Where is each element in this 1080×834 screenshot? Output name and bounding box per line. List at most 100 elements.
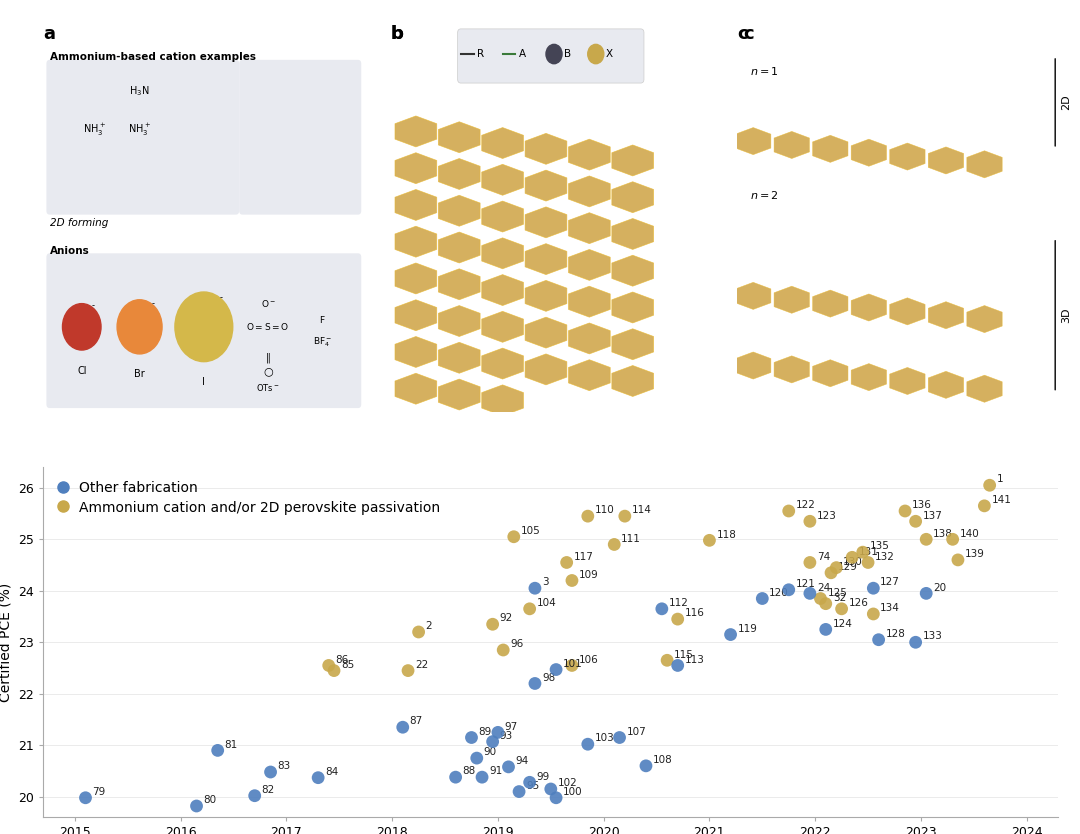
Text: 32: 32 (833, 593, 846, 603)
Text: Ammonium-based cation examples: Ammonium-based cation examples (50, 52, 256, 62)
Text: 94: 94 (515, 756, 529, 766)
Text: 131: 131 (859, 546, 879, 556)
Text: 95: 95 (526, 781, 539, 791)
Text: 81: 81 (225, 740, 238, 750)
Point (548, 791, 565, 805)
Polygon shape (812, 290, 848, 317)
Polygon shape (568, 213, 610, 244)
Text: $\mathregular{NH_3^+}$: $\mathregular{NH_3^+}$ (129, 122, 151, 138)
Text: 102: 102 (557, 778, 578, 788)
Polygon shape (438, 232, 481, 263)
Text: 90: 90 (484, 747, 497, 757)
Point (944, 533, 961, 546)
Text: 99: 99 (537, 771, 550, 781)
Legend: Other fabrication, Ammonium cation and/or 2D perovskite passivation: Other fabrication, Ammonium cation and/o… (50, 475, 447, 521)
Text: Anions: Anions (50, 245, 90, 255)
Text: 92: 92 (500, 614, 513, 624)
Polygon shape (525, 133, 567, 164)
Text: 116: 116 (685, 608, 704, 618)
Text: Cl: Cl (77, 365, 86, 375)
Point (521, 776, 538, 789)
Text: 137: 137 (922, 510, 943, 520)
Text: 108: 108 (653, 755, 673, 765)
Text: 96: 96 (510, 639, 524, 649)
Text: -: - (92, 302, 95, 310)
Text: 101: 101 (563, 659, 583, 669)
Point (918, 586, 935, 600)
Point (854, 545, 872, 559)
FancyBboxPatch shape (46, 60, 239, 214)
Polygon shape (525, 170, 567, 201)
Point (949, 553, 967, 566)
Point (637, 759, 654, 772)
Polygon shape (612, 329, 653, 359)
Polygon shape (395, 116, 436, 147)
Point (564, 659, 581, 672)
Point (801, 586, 819, 600)
Point (975, 500, 993, 513)
Polygon shape (525, 207, 567, 238)
Polygon shape (890, 143, 926, 170)
Polygon shape (612, 182, 653, 213)
FancyBboxPatch shape (239, 60, 361, 214)
Text: 132: 132 (875, 552, 895, 562)
Polygon shape (395, 374, 436, 404)
Text: 82: 82 (261, 785, 275, 795)
Text: 105: 105 (521, 526, 540, 536)
Point (896, 505, 914, 518)
Polygon shape (967, 305, 1002, 333)
Polygon shape (438, 158, 481, 189)
Polygon shape (612, 145, 653, 176)
Text: $\mathregular{O^-}$: $\mathregular{O^-}$ (260, 298, 275, 309)
Text: 123: 123 (816, 510, 837, 520)
Polygon shape (482, 128, 524, 158)
Text: 115: 115 (674, 650, 694, 660)
Polygon shape (568, 286, 610, 317)
Polygon shape (568, 176, 610, 207)
Polygon shape (851, 139, 887, 166)
Text: Br: Br (134, 369, 145, 379)
Point (495, 643, 512, 656)
Polygon shape (482, 348, 524, 379)
Polygon shape (568, 249, 610, 280)
Point (320, 659, 337, 672)
Polygon shape (482, 384, 524, 416)
Text: I: I (202, 377, 205, 387)
Text: 126: 126 (849, 598, 868, 608)
Text: 85: 85 (341, 660, 354, 670)
Polygon shape (525, 354, 567, 384)
FancyBboxPatch shape (46, 254, 361, 408)
Polygon shape (395, 299, 436, 331)
Text: 3: 3 (542, 577, 549, 587)
Point (818, 597, 835, 610)
Polygon shape (568, 139, 610, 170)
Text: 140: 140 (960, 529, 980, 539)
Point (262, 766, 280, 779)
Point (526, 581, 543, 595)
Polygon shape (967, 375, 1002, 402)
Polygon shape (438, 269, 481, 299)
Text: b: b (390, 25, 403, 43)
Text: 103: 103 (595, 733, 615, 743)
Point (670, 659, 687, 672)
Text: 83: 83 (278, 761, 291, 771)
Polygon shape (568, 323, 610, 354)
Polygon shape (929, 302, 963, 329)
Text: B: B (564, 49, 570, 59)
Text: 130: 130 (843, 557, 863, 567)
Polygon shape (851, 294, 887, 321)
Point (447, 771, 464, 784)
Polygon shape (395, 153, 436, 183)
Text: $\mathregular{H_3N}$: $\mathregular{H_3N}$ (130, 84, 150, 98)
FancyBboxPatch shape (458, 29, 644, 83)
Y-axis label: Certified PCE (%): Certified PCE (%) (0, 583, 13, 702)
Text: 79: 79 (93, 787, 106, 797)
Polygon shape (890, 298, 926, 325)
Point (870, 633, 888, 646)
Point (400, 664, 417, 677)
Polygon shape (929, 371, 963, 399)
Text: 89: 89 (478, 726, 491, 736)
Text: 87: 87 (409, 716, 423, 726)
Text: $\mathregular{\|}$: $\mathregular{\|}$ (266, 351, 271, 364)
Text: 91: 91 (489, 766, 502, 776)
